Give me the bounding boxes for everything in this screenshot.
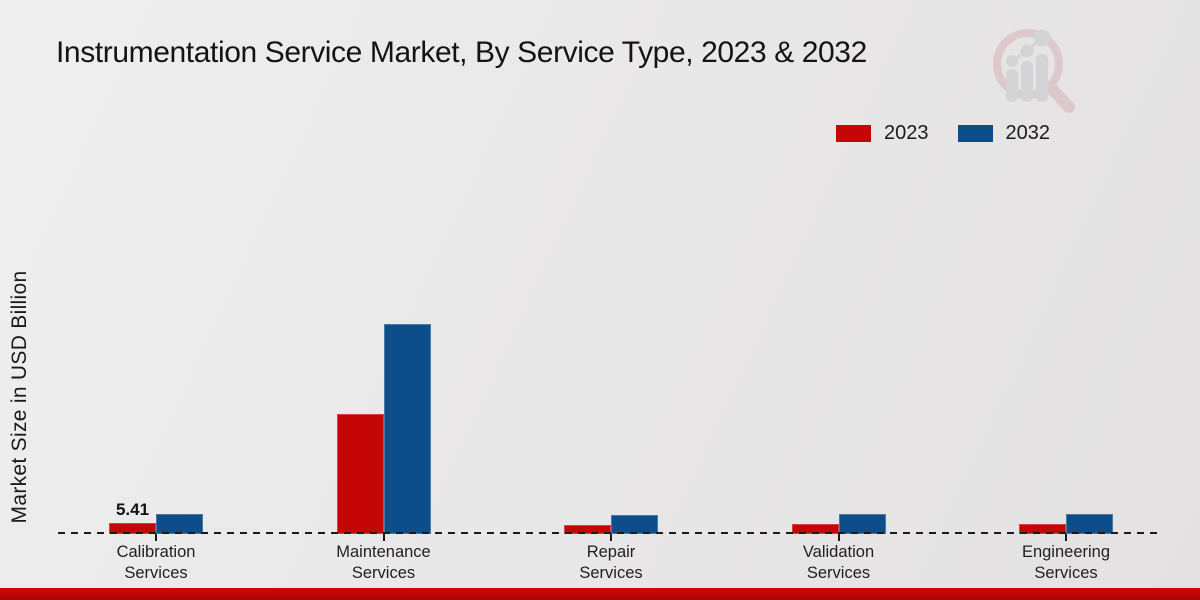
legend-swatch-2023 xyxy=(836,125,871,142)
x-tick-calibration-services xyxy=(155,534,157,541)
chart-title: Instrumentation Service Market, By Servi… xyxy=(56,36,867,69)
y-axis-label: Market Size in USD Billion xyxy=(8,270,31,524)
legend-label-2032: 2032 xyxy=(1005,122,1051,144)
bar-2023-validation-services xyxy=(791,523,839,534)
category-label-calibration-services: Calibration Services xyxy=(116,543,196,582)
category-label-maintenance-services: Maintenance Services xyxy=(336,543,431,582)
x-tick-repair-services xyxy=(610,534,612,541)
x-tick-engineering-services xyxy=(1065,534,1067,541)
legend-item-2023: 2023 xyxy=(836,122,929,145)
x-tick-validation-services xyxy=(837,534,840,541)
magnifier-bar-chart-logo-icon xyxy=(993,29,1075,113)
bar-2032-engineering-services xyxy=(1066,514,1113,534)
bar-2023-calibration-services xyxy=(109,523,156,534)
bar-2032-validation-services xyxy=(838,513,886,534)
bar-2032-repair-services xyxy=(611,514,658,534)
legend-label-2023: 2023 xyxy=(884,122,929,144)
bar-value-label-calibration-services-2023: 5.41 xyxy=(115,500,150,520)
legend: 2023 2032 xyxy=(836,122,1050,145)
legend-swatch-2032 xyxy=(957,125,993,142)
bar-2023-maintenance-services xyxy=(336,414,384,534)
x-axis-baseline xyxy=(58,532,1159,534)
legend-item-2032: 2032 xyxy=(957,122,1051,145)
bar-2032-calibration-services xyxy=(156,513,203,534)
x-tick-maintenance-services xyxy=(382,534,385,541)
category-label-validation-services: Validation Services xyxy=(802,543,875,582)
category-label-engineering-services: Engineering Services xyxy=(1021,543,1111,582)
bar-2032-maintenance-services xyxy=(383,324,431,534)
category-label-repair-services: Repair Services xyxy=(579,543,643,582)
bar-2023-repair-services xyxy=(564,524,611,534)
bar-2023-engineering-services xyxy=(1019,523,1066,534)
footer-accent-bar xyxy=(0,588,1200,600)
